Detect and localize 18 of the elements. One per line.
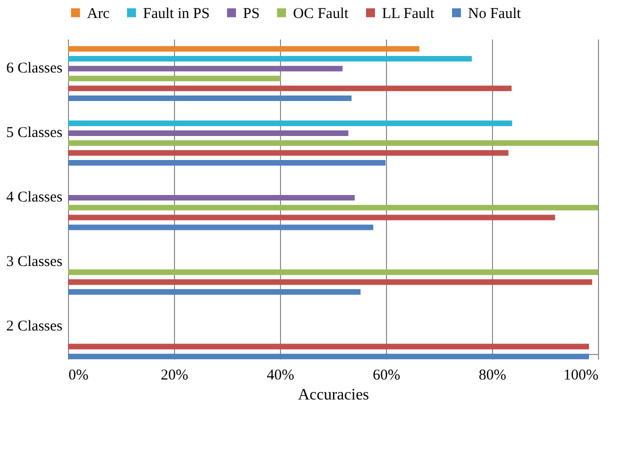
x-tick-label: 0% [68,368,88,384]
legend-label: PS [243,6,260,22]
y-tick-label: 4 Classes [6,190,63,206]
x-tick-label: 40% [266,368,294,384]
legend-label: Fault in PS [143,6,210,22]
x-tick-label: 60% [372,368,400,384]
x-axis-title: Accuracies [298,386,370,404]
legend-label: Arc [87,6,110,22]
x-tick-label: 80% [478,368,506,384]
y-tick-label: 6 Classes [6,60,63,76]
x-tick-label: 20% [160,368,188,384]
y-tick-label: 5 Classes [6,124,63,141]
legend-label: No Fault [468,6,522,22]
legend-label: OC Fault [293,6,350,22]
x-tick-label: 100% [564,368,598,384]
y-tick-label: 2 Classes [6,318,63,335]
legend-label: LL Fault [382,6,436,22]
y-tick-label: 3 Classes [6,254,63,270]
